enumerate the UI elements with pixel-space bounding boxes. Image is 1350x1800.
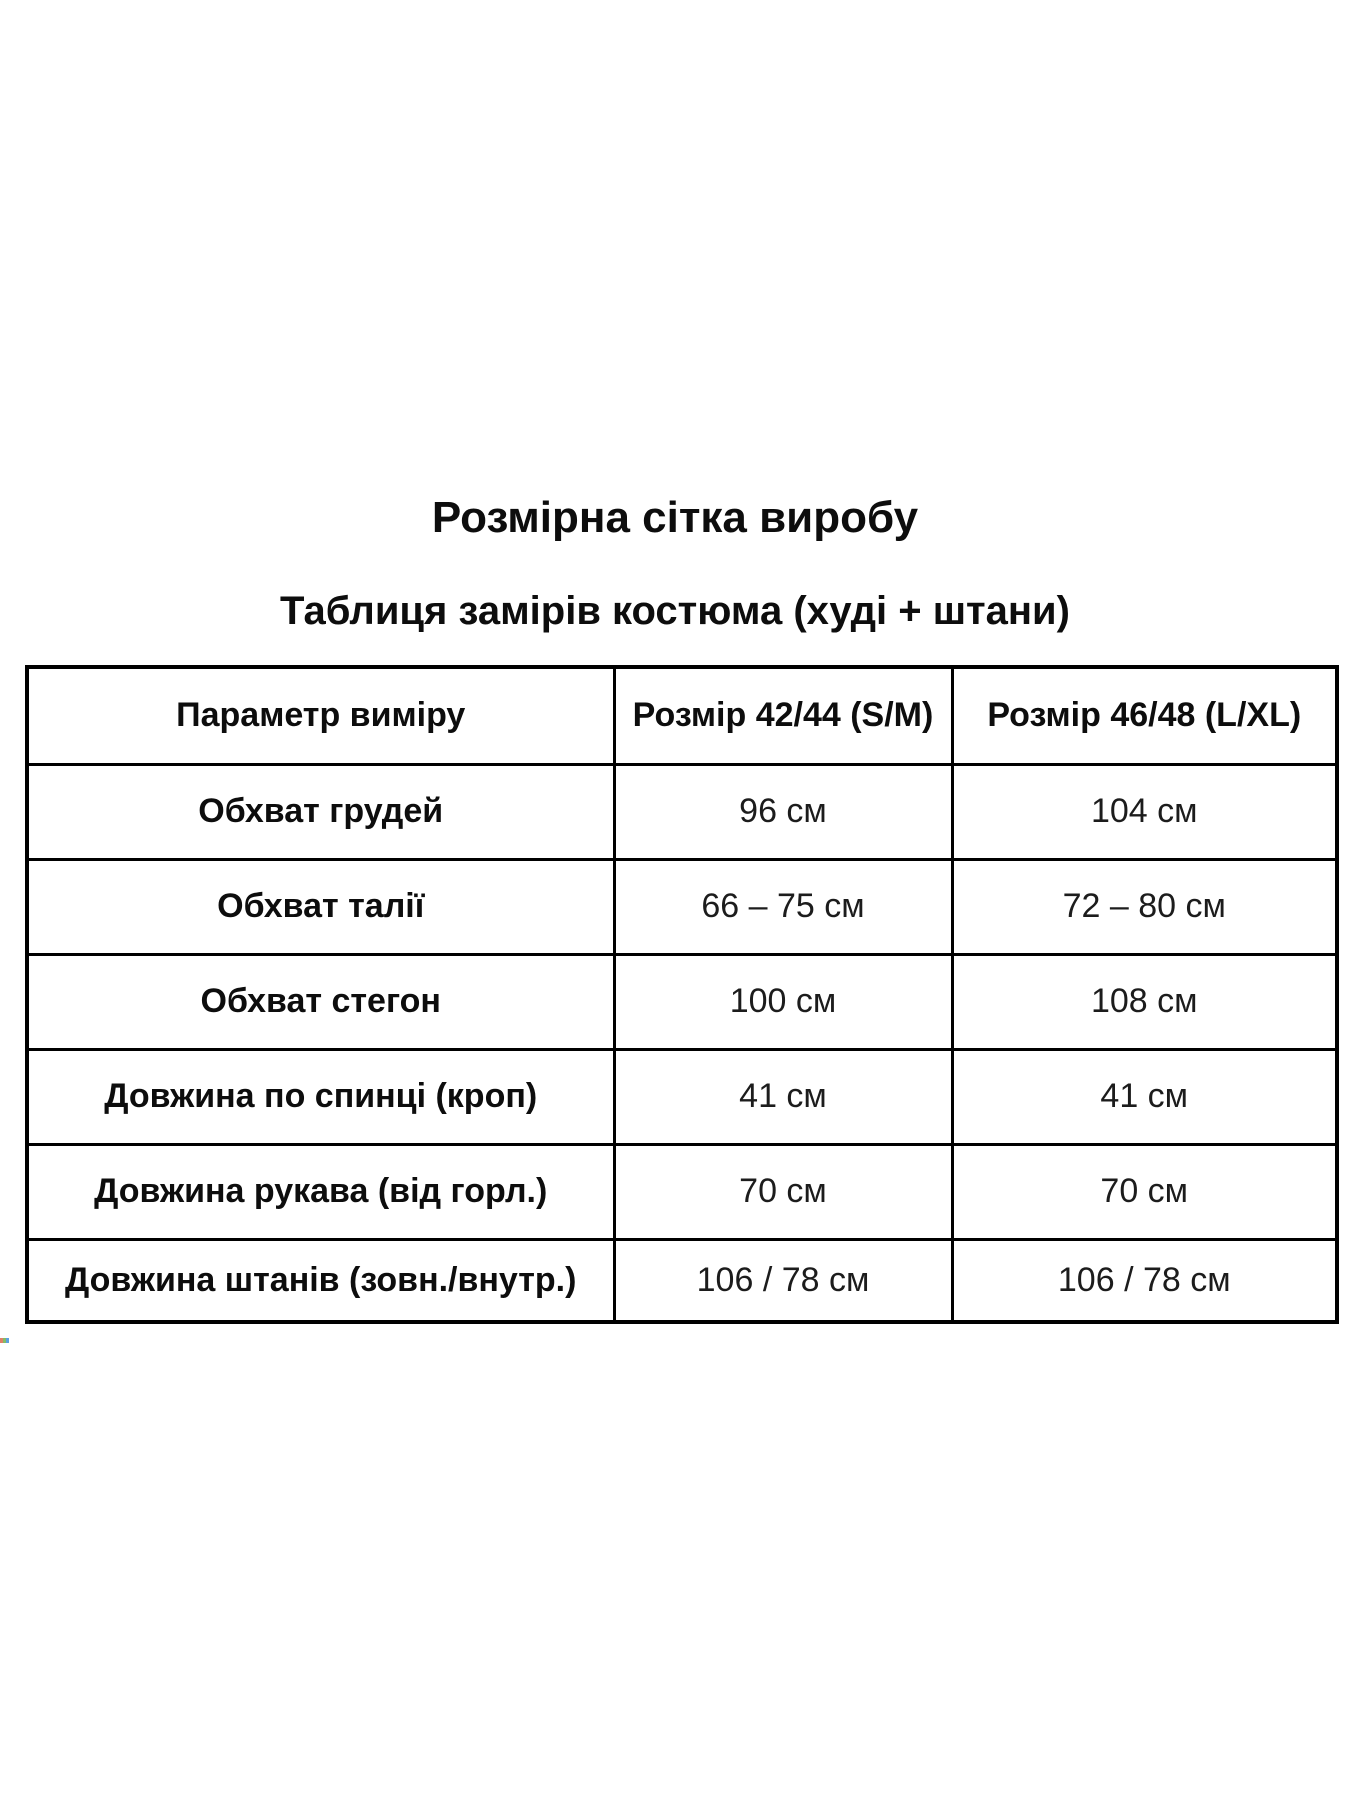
pants-length-value-lxl: 106 / 78 см [950,1237,1339,1324]
back-length-value-lxl: 41 см [950,1047,1339,1146]
table-header-row: Параметр виміру Розмір 42/44 (S/M) Розмі… [25,665,1339,766]
parameter-back-length: Довжина по спинці (кроп) [25,1047,616,1146]
table-row: Обхват талії 66 – 75 см 72 – 80 см [25,857,1339,956]
waist-value-sm: 66 – 75 см [612,857,954,956]
table-row: Довжина штанів (зовн./внутр.) 106 / 78 с… [25,1237,1339,1324]
parameter-hips: Обхват стегон [25,952,616,1051]
column-header-parameter: Параметр виміру [25,665,616,766]
hips-value-sm: 100 см [612,952,954,1051]
column-header-size-42-44: Розмір 42/44 (S/M) [612,665,954,766]
page-title: Розмірна сітка виробу [431,493,919,542]
parameter-waist: Обхват талії [25,857,616,956]
table-row: Обхват грудей 96 см 104 см [25,762,1339,861]
back-length-value-sm: 41 см [612,1047,954,1146]
parameter-sleeve-length: Довжина рукава (від горл.) [25,1142,616,1241]
pants-length-value-sm: 106 / 78 см [612,1237,954,1324]
table-row: Довжина по спинці (кроп) 41 см 41 см [25,1047,1339,1146]
scan-artifact [0,1338,9,1343]
sleeve-length-value-lxl: 70 см [950,1142,1339,1241]
chest-value-sm: 96 см [612,762,954,861]
waist-value-lxl: 72 – 80 см [950,857,1339,956]
table-row: Обхват стегон 100 см 108 см [25,952,1339,1051]
column-header-size-46-48: Розмір 46/48 (L/XL) [950,665,1339,766]
parameter-pants-length: Довжина штанів (зовн./внутр.) [25,1237,616,1324]
chest-value-lxl: 104 см [950,762,1339,861]
parameter-chest: Обхват грудей [25,762,616,861]
hips-value-lxl: 108 см [950,952,1339,1051]
table-caption: Таблиця замірів костюма (худі + штани) [280,589,1070,633]
sleeve-length-value-sm: 70 см [612,1142,954,1241]
table-row: Довжина рукава (від горл.) 70 см 70 см [25,1142,1339,1241]
size-table: Параметр виміру Розмір 42/44 (S/M) Розмі… [25,665,1339,1324]
